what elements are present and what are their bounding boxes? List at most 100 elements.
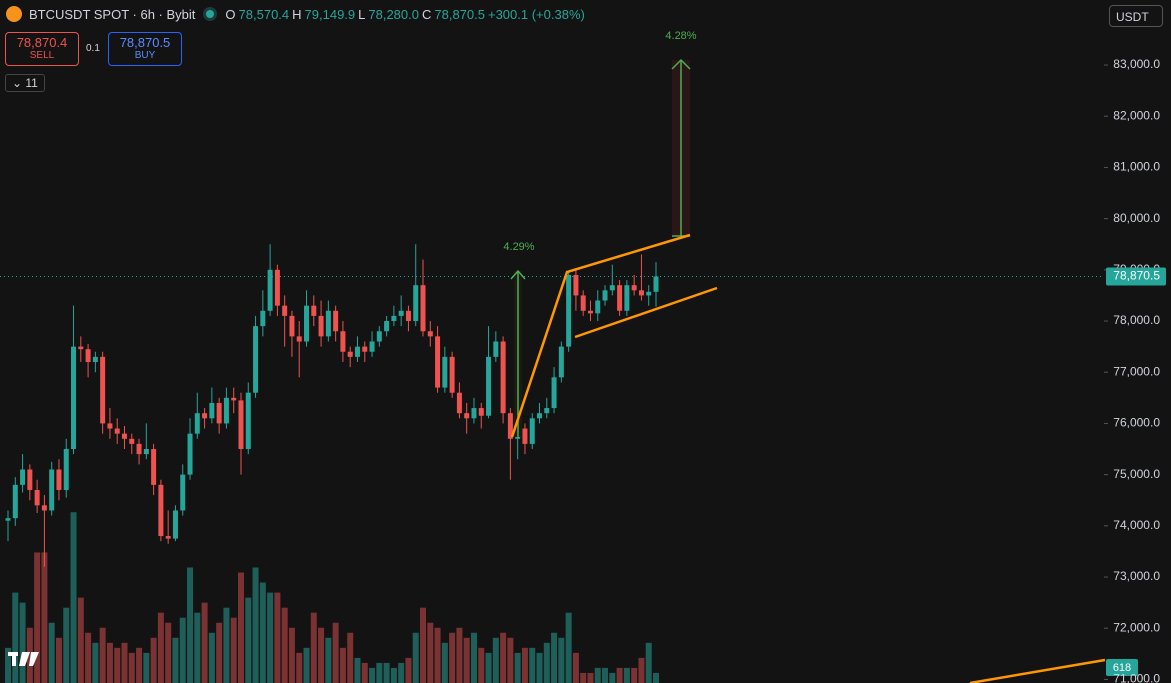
volume-bar bbox=[143, 652, 150, 683]
candle-body bbox=[92, 356, 98, 362]
volume-bar bbox=[441, 642, 448, 683]
status-dot bbox=[206, 10, 215, 18]
indicators-toggle[interactable]: ⌄ 11 bbox=[5, 74, 45, 92]
sell-button[interactable]: 78,870.4 SELL bbox=[5, 32, 79, 66]
candle-body bbox=[260, 310, 266, 327]
buy-price: 78,870.5 bbox=[119, 35, 171, 50]
volume-bar bbox=[172, 637, 179, 683]
volume-bar bbox=[631, 667, 638, 683]
candle-body bbox=[71, 346, 77, 450]
volume-bar bbox=[41, 552, 48, 683]
candle-body bbox=[362, 346, 368, 352]
y-tick-label: 82,000.0 bbox=[1113, 108, 1160, 122]
candle-body bbox=[289, 315, 295, 337]
y-tick-label: 71,000.0 bbox=[1113, 672, 1160, 683]
buy-label: BUY bbox=[134, 50, 156, 61]
volume-bar bbox=[318, 627, 325, 683]
candle-body bbox=[49, 469, 55, 511]
volume-bar bbox=[492, 637, 499, 683]
volume-bar bbox=[296, 652, 303, 683]
candle-body bbox=[318, 315, 324, 337]
volume-bar bbox=[187, 567, 194, 683]
volume-bar bbox=[201, 602, 208, 683]
volume-bar bbox=[580, 672, 587, 683]
candle-body bbox=[456, 392, 462, 414]
candle-body bbox=[376, 331, 382, 342]
trend-line bbox=[510, 233, 691, 438]
candle-body bbox=[238, 400, 244, 450]
candle-body bbox=[231, 397, 237, 401]
candle-body bbox=[85, 349, 91, 362]
candle-body bbox=[223, 397, 229, 424]
candle-body bbox=[638, 290, 644, 296]
buy-button[interactable]: 78,870.5 BUY bbox=[108, 32, 182, 66]
ohlc-label: H bbox=[292, 6, 302, 22]
candle-body bbox=[333, 310, 339, 332]
candle-body bbox=[27, 469, 33, 490]
candle-body bbox=[544, 408, 550, 414]
candle-body bbox=[646, 291, 652, 296]
volume-bar bbox=[587, 672, 594, 683]
volume-bar bbox=[602, 667, 609, 683]
volume-bar bbox=[325, 637, 332, 683]
volume-bar bbox=[500, 632, 507, 683]
volume-bar bbox=[77, 597, 84, 683]
volume-bar bbox=[376, 662, 383, 683]
symbol[interactable]: BTCUSDT SPOT · 6h · Bybit bbox=[29, 6, 196, 22]
candle-body bbox=[631, 285, 637, 291]
volume-bar bbox=[245, 597, 252, 683]
volume-bar bbox=[369, 667, 376, 683]
volume-bar bbox=[390, 667, 397, 683]
volume-bar bbox=[252, 567, 259, 683]
candle-body bbox=[486, 356, 492, 416]
volume-bar bbox=[179, 617, 186, 683]
volume-bar bbox=[5, 647, 11, 683]
volume-bar bbox=[638, 657, 645, 683]
volume-bar bbox=[92, 642, 99, 683]
candle-body bbox=[304, 305, 310, 342]
candle-body bbox=[158, 484, 164, 537]
volume-bar bbox=[412, 632, 419, 683]
candle-body bbox=[5, 518, 11, 521]
volume-bar bbox=[565, 612, 572, 683]
sell-price: 78,870.4 bbox=[16, 35, 68, 50]
y-tick-label: 81,000.0 bbox=[1113, 160, 1160, 174]
candle-body bbox=[566, 274, 572, 347]
volume-bar bbox=[449, 632, 456, 683]
volume-bar bbox=[572, 652, 579, 683]
volume-bar bbox=[485, 652, 492, 683]
candle-body bbox=[180, 474, 186, 511]
volume-bar bbox=[398, 662, 405, 683]
candle-body bbox=[296, 336, 302, 342]
symbol-header: BTCUSDT SPOT · 6h · Bybit O 78,570.4 H 79,… bbox=[6, 6, 585, 22]
candle-body bbox=[209, 402, 215, 419]
volume-bar bbox=[106, 642, 113, 683]
candle-body bbox=[107, 423, 113, 429]
volume-bar bbox=[551, 632, 558, 683]
volume-bar bbox=[529, 647, 536, 683]
fib-line bbox=[969, 658, 1106, 683]
volume-bar bbox=[70, 512, 77, 683]
volume-bar bbox=[653, 672, 659, 683]
volume-bar bbox=[645, 642, 652, 683]
candle-body bbox=[413, 285, 419, 322]
volume-bar bbox=[288, 627, 295, 683]
y-tick-label: 80,000.0 bbox=[1113, 211, 1160, 225]
candle-body bbox=[420, 285, 426, 332]
candle-body bbox=[405, 310, 411, 322]
candle-body bbox=[617, 285, 623, 311]
volume-bar bbox=[150, 637, 157, 683]
candle-body bbox=[282, 305, 288, 316]
y-tick-label: 75,000.0 bbox=[1113, 467, 1160, 481]
ohlc-value: 79,149.9 bbox=[304, 6, 356, 22]
candle-body bbox=[202, 413, 208, 419]
volume-bar bbox=[470, 632, 477, 683]
volume-bar bbox=[303, 647, 310, 683]
volume-bar bbox=[114, 647, 121, 683]
volume-bar bbox=[609, 672, 616, 683]
candle-body bbox=[216, 402, 222, 424]
candle-body bbox=[245, 392, 251, 450]
currency-select[interactable]: USDT bbox=[1109, 5, 1163, 27]
candle-body bbox=[78, 346, 84, 350]
candle-body bbox=[427, 331, 433, 337]
